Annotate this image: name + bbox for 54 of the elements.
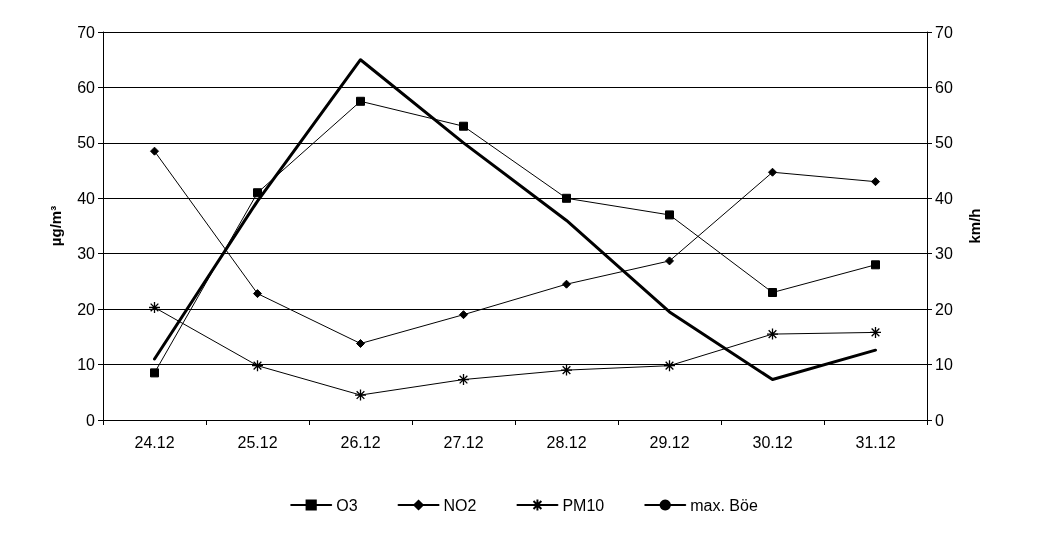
point: [766, 327, 779, 341]
point: [768, 167, 777, 177]
y-tick-label: 20: [77, 300, 96, 318]
y-tick-label: 60: [77, 78, 96, 96]
point: [253, 188, 262, 198]
y2-tick-label: 30: [935, 245, 953, 263]
legend-label: PM10: [562, 496, 605, 514]
point: [459, 310, 468, 320]
y-tick-label: 40: [77, 189, 96, 207]
x-tick-label: 30.12: [752, 433, 793, 451]
y2-tick-label: 50: [935, 134, 953, 152]
point: [663, 359, 676, 372]
point: [562, 193, 571, 203]
point: [871, 260, 880, 270]
y2-tick-label: 40: [935, 189, 953, 207]
x-tick-label: 29.12: [649, 433, 690, 451]
y2-tick-label: 0: [935, 411, 944, 429]
point: [150, 146, 159, 156]
point: [768, 288, 777, 298]
legend-label: O3: [336, 496, 358, 514]
x-tick-label: 26.12: [340, 433, 381, 451]
y2-tick-label: 70: [935, 23, 953, 41]
point: [253, 289, 262, 299]
y-axis-title: µg/m³: [47, 205, 64, 247]
point: [356, 96, 365, 106]
y2-tick-label: 60: [935, 78, 953, 96]
y2-axis-title: km/h: [966, 208, 983, 244]
point: [560, 363, 573, 377]
x-tick-label: 31.12: [855, 433, 896, 451]
legend-label: NO2: [443, 496, 477, 514]
x-tick-label: 28.12: [546, 433, 587, 451]
y2-tick-label: 20: [935, 300, 953, 318]
point: [354, 388, 367, 402]
y-tick-label: 70: [77, 23, 96, 41]
point: [148, 301, 161, 314]
x-tick-label: 25.12: [237, 433, 278, 451]
x-tick-label: 24.12: [134, 433, 175, 451]
point: [356, 339, 365, 349]
y-tick-label: 30: [77, 245, 96, 263]
point: [150, 368, 159, 378]
y-tick-label: 0: [86, 411, 96, 429]
x-tick-label: 27.12: [443, 433, 484, 451]
point: [459, 121, 468, 131]
point: [562, 279, 571, 289]
point: [665, 210, 674, 220]
point: [665, 256, 674, 266]
point: [869, 326, 882, 339]
y-tick-label: 50: [77, 134, 96, 152]
y2-tick-label: 10: [935, 356, 953, 374]
point: [251, 359, 264, 372]
point: [457, 373, 470, 386]
y-tick-label: 10: [77, 356, 96, 374]
legend-label: max. Böe: [690, 496, 758, 514]
point: [871, 177, 880, 187]
